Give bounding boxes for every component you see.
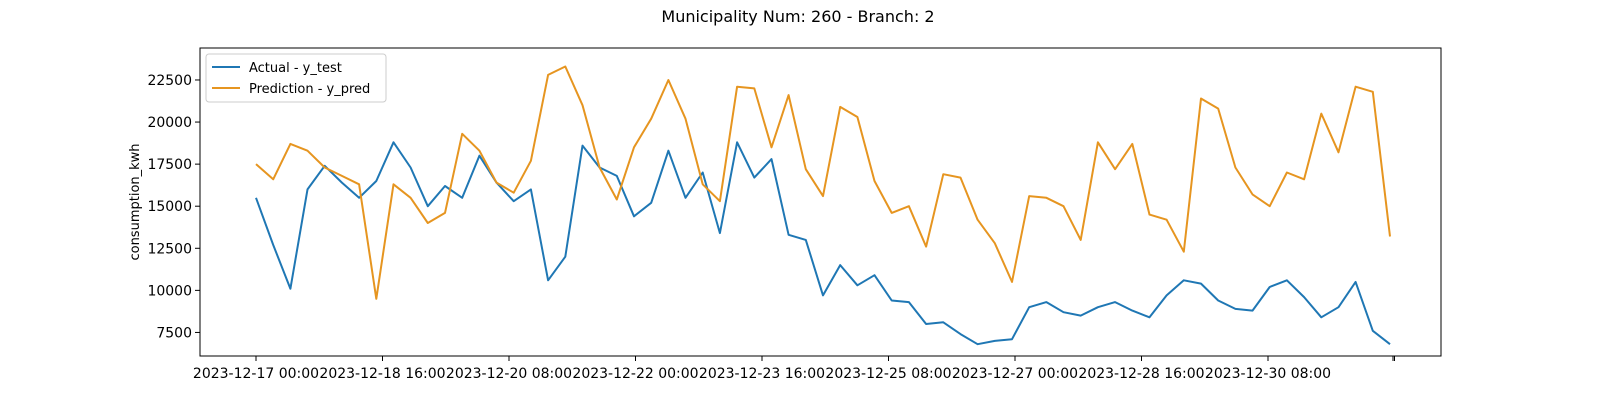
series-lines [255,65,1391,346]
x-tick-label: 2023-12-20 08:00 [446,366,572,382]
x-tick-label: 2023-12-18 16:00 [319,366,445,382]
x-tick-label: 2023-12-17 00:00 [193,366,319,382]
y-tick-label: 12500 [147,241,192,257]
legend-label-prediction: Prediction - y_pred [249,82,370,97]
legend: Actual - y_test Prediction - y_pred [205,53,387,103]
y-axis-label: consumption_kwh [128,143,143,260]
x-tick-label: 2023-12-30 08:00 [1205,366,1331,382]
x-tick-label: 2023-12-25 08:00 [825,366,951,382]
x-tick-label: 2023-12-27 00:00 [952,366,1078,382]
y-axis: 7500 10000 12500 15000 17500 20000 22500 [147,73,200,341]
x-tick-label: 2023-12-22 00:00 [572,366,698,382]
series-line-prediction [255,65,1391,300]
y-tick-label: 10000 [147,283,192,299]
x-tick-label: 2023-12-23 16:00 [699,366,825,382]
y-tick-label: 22500 [147,73,192,89]
x-axis: 2023-12-17 00:00 2023-12-18 16:00 2023-12-… [193,356,1395,382]
legend-box [205,53,387,103]
y-tick-label: 20000 [147,115,192,131]
chart-title: Municipality Num: 260 - Branch: 2 [661,7,934,26]
y-tick-label: 15000 [147,199,192,215]
legend-label-actual: Actual - y_test [249,61,342,76]
y-tick-label: 17500 [147,157,192,173]
series-line-actual [255,141,1391,346]
y-tick-label: 7500 [156,325,192,341]
x-tick-label: 2023-12-28 16:00 [1078,366,1204,382]
plot-frame [199,47,1442,357]
